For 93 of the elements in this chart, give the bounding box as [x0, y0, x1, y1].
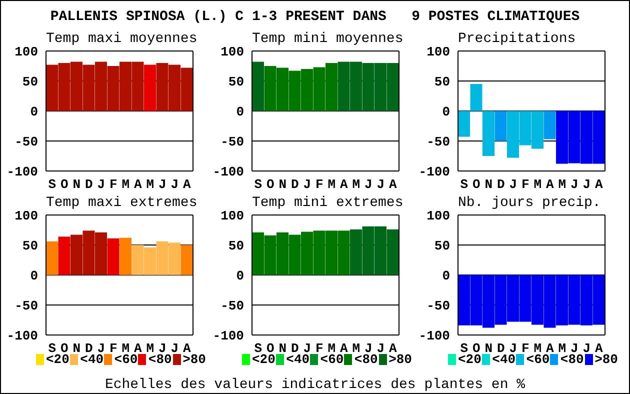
- bar: [107, 238, 120, 275]
- x-tick-label: M: [558, 177, 566, 192]
- bar: [180, 245, 193, 275]
- x-tick-label: A: [134, 177, 142, 192]
- chart-title: Precipitations: [458, 31, 577, 47]
- x-tick-label: S: [48, 177, 56, 192]
- x-tick-label: J: [376, 177, 385, 192]
- text: Echelles des valeurs indicatrices des plantes en %: [104, 377, 526, 393]
- x-tick-label: M: [122, 177, 130, 192]
- bar: [120, 238, 132, 275]
- chart-title: Temp mini moyennes: [252, 31, 404, 47]
- y-tick-label: -50: [14, 298, 38, 314]
- x-tick-label: J: [170, 341, 179, 356]
- y-tick-label: -100: [418, 328, 450, 344]
- y-tick-label: 100: [426, 44, 450, 60]
- x-tick-label: A: [182, 177, 191, 192]
- x-tick-label: J: [97, 177, 106, 192]
- chart-title: Temp mini extremes: [252, 195, 404, 211]
- x-tick-label: J: [509, 177, 518, 192]
- x-tick-label: J: [570, 177, 578, 192]
- y-tick-label: 50: [228, 74, 244, 90]
- x-tick-label: M: [328, 177, 336, 192]
- x-tick-label: J: [582, 341, 591, 356]
- x-tick-label: J: [364, 177, 372, 192]
- y-tick-label: 50: [22, 74, 38, 90]
- y-tick-label: 100: [14, 208, 38, 224]
- x-tick-label: J: [582, 177, 591, 192]
- y-tick-label: 0: [442, 268, 450, 284]
- x-tick-label: J: [303, 177, 312, 192]
- y-tick-label: -50: [14, 134, 38, 150]
- x-tick-label: D: [290, 177, 299, 192]
- y-tick-label: -50: [220, 298, 244, 314]
- x-tick-label: N: [72, 341, 81, 356]
- x-tick-label: N: [278, 341, 287, 356]
- x-tick-label: A: [388, 177, 397, 192]
- y-tick-label: -100: [212, 164, 244, 180]
- x-tick-label: A: [340, 177, 348, 192]
- y-tick-label: -100: [6, 164, 38, 180]
- x-tick-label: M: [534, 177, 542, 192]
- bar: [252, 62, 264, 111]
- y-tick-label: 100: [426, 208, 450, 224]
- y-tick-label: 50: [228, 238, 244, 254]
- y-tick-label: -50: [220, 134, 244, 150]
- x-tick-label: N: [484, 177, 493, 192]
- y-tick-label: 0: [30, 268, 38, 284]
- x-tick-label: D: [496, 177, 505, 192]
- chart-title: Temp maxi extremes: [46, 195, 198, 211]
- x-tick-label: O: [472, 177, 480, 192]
- bar: [58, 236, 70, 275]
- x-tick-label: F: [109, 177, 118, 192]
- y-tick-label: 0: [30, 104, 38, 120]
- y-tick-label: -100: [6, 328, 38, 344]
- legend-label: <20: [458, 352, 482, 367]
- x-tick-label: F: [521, 177, 530, 192]
- x-tick-label: J: [170, 177, 179, 192]
- y-tick-label: 50: [22, 238, 38, 254]
- x-tick-label: O: [266, 177, 274, 192]
- y-tick-label: 0: [442, 104, 450, 120]
- x-tick-label: A: [594, 177, 603, 192]
- y-tick-label: 100: [220, 208, 244, 224]
- x-tick-label: F: [315, 177, 324, 192]
- chart-title: Nb. jours precip.: [458, 195, 602, 211]
- y-tick-label: 100: [220, 44, 244, 60]
- y-tick-label: -50: [426, 298, 450, 314]
- x-tick-label: N: [484, 341, 493, 356]
- y-tick-label: 0: [236, 104, 244, 120]
- legend-label: <20: [252, 352, 276, 367]
- legend-label: <20: [46, 352, 70, 367]
- bar: [144, 64, 156, 111]
- legend-label: <40: [286, 352, 310, 367]
- x-tick-label: N: [72, 177, 81, 192]
- x-tick-label: M: [352, 177, 360, 192]
- y-tick-label: 0: [236, 268, 244, 284]
- chart-title: Temp maxi moyennes: [46, 31, 198, 47]
- text: PALLENIS SPINOSA (L.) C 1-3 PRESENT DANS 9 POSTES CLIMATIQUES: [49, 9, 581, 25]
- y-tick-label: -50: [426, 134, 450, 150]
- x-tick-label: M: [146, 177, 154, 192]
- x-tick-label: D: [84, 177, 93, 192]
- x-tick-label: O: [60, 177, 68, 192]
- x-tick-label: J: [158, 177, 166, 192]
- y-tick-label: 50: [434, 74, 450, 90]
- y-tick-label: 100: [14, 44, 38, 60]
- y-tick-label: 50: [434, 238, 450, 254]
- bar: [46, 241, 58, 275]
- legend-label: <40: [80, 352, 104, 367]
- x-tick-label: J: [376, 341, 385, 356]
- x-tick-label: N: [278, 177, 287, 192]
- x-tick-label: A: [546, 177, 554, 192]
- x-tick-label: S: [460, 177, 468, 192]
- y-tick-label: -100: [212, 328, 244, 344]
- x-tick-label: S: [254, 177, 262, 192]
- y-tick-label: -100: [418, 164, 450, 180]
- legend-label: <40: [492, 352, 516, 367]
